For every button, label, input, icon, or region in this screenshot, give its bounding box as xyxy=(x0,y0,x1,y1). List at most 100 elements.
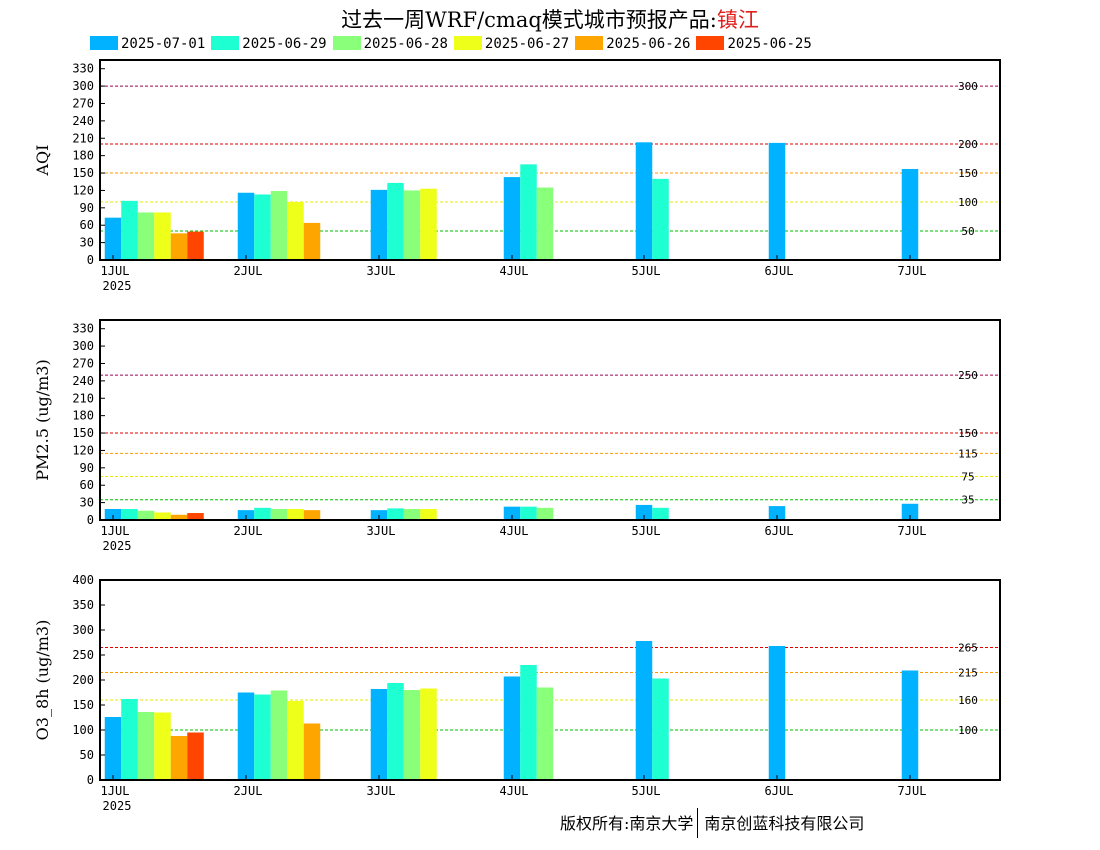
bar xyxy=(652,178,669,260)
x-tick-label: 6JUL xyxy=(765,784,794,798)
bar xyxy=(287,508,304,520)
y-tick-label: 150 xyxy=(72,698,94,712)
bar xyxy=(187,732,204,780)
y-tick-label: 270 xyxy=(72,96,94,110)
legend-item: 2025-06-27 xyxy=(453,36,570,52)
x-tick-label: 6JUL xyxy=(765,264,794,278)
legend-label: 2025-06-28 xyxy=(363,36,448,52)
bar xyxy=(104,717,122,780)
legend-label: 2025-06-25 xyxy=(727,36,812,52)
y-tick-label: 180 xyxy=(72,409,94,423)
bar xyxy=(768,506,786,520)
bar xyxy=(187,231,204,260)
x-tick-label: 5JUL xyxy=(632,524,661,538)
legend-item: 2025-07-01 xyxy=(90,36,205,52)
bar xyxy=(635,641,653,780)
bar xyxy=(768,646,786,780)
x-year-label: 2025 xyxy=(103,279,132,293)
bar xyxy=(901,503,919,520)
x-tick-label: 5JUL xyxy=(632,784,661,798)
x-tick-label: 5JUL xyxy=(632,264,661,278)
bar xyxy=(503,506,521,520)
footer-copyright: 版权所有:南京大学 南京创蓝科技有限公司 xyxy=(560,808,864,838)
y-tick-label: 300 xyxy=(72,79,94,93)
bar xyxy=(403,508,421,520)
y-tick-label: 60 xyxy=(80,478,94,492)
threshold-label: 200 xyxy=(958,138,978,151)
footer-separator xyxy=(697,808,699,838)
y-tick-label: 180 xyxy=(72,149,94,163)
y-tick-label: 0 xyxy=(87,773,94,787)
y-tick-label: 200 xyxy=(72,673,94,687)
x-tick-label: 7JUL xyxy=(898,264,927,278)
bar xyxy=(287,701,304,780)
bar xyxy=(503,177,521,260)
y-tick-label: 90 xyxy=(80,201,94,215)
legend: 2025-07-01 2025-06-29 2025-06-28 2025-06-27… xyxy=(90,36,818,54)
legend-label: 2025-06-26 xyxy=(606,36,691,52)
x-tick-label: 1JUL xyxy=(101,524,130,538)
y-axis-label: PM2.5 (ug/m3) xyxy=(33,359,52,480)
bar xyxy=(121,200,138,260)
bar xyxy=(237,192,255,260)
bar xyxy=(520,506,537,520)
legend-swatch xyxy=(211,36,240,50)
threshold-label: 75 xyxy=(961,471,974,484)
bar xyxy=(104,508,122,520)
bar xyxy=(137,712,155,780)
y-tick-label: 100 xyxy=(72,723,94,737)
legend-swatch xyxy=(332,36,361,50)
bar xyxy=(270,508,288,520)
x-tick-label: 1JUL xyxy=(101,264,130,278)
title-city: 镇江 xyxy=(716,8,759,32)
bar xyxy=(121,699,138,780)
bar xyxy=(170,736,188,780)
bar xyxy=(254,694,271,780)
bar xyxy=(254,194,271,260)
y-tick-label: 30 xyxy=(80,496,94,510)
y-tick-label: 150 xyxy=(72,426,94,440)
bar xyxy=(768,142,786,260)
y-tick-label: 120 xyxy=(72,443,94,457)
x-tick-label: 4JUL xyxy=(500,784,529,798)
x-tick-label: 4JUL xyxy=(500,264,529,278)
y-axis-label: O3_8h (ug/m3) xyxy=(33,620,52,741)
y-tick-label: 210 xyxy=(72,131,94,145)
bar xyxy=(237,692,255,780)
bar xyxy=(121,508,138,520)
y-axis-label: AQI xyxy=(33,145,52,177)
footer-left: 版权所有:南京大学 xyxy=(560,814,694,833)
bar xyxy=(170,514,188,520)
y-tick-label: 90 xyxy=(80,461,94,475)
y-tick-label: 300 xyxy=(72,339,94,353)
threshold-label: 35 xyxy=(961,494,974,507)
threshold-label: 150 xyxy=(958,167,978,180)
bar xyxy=(420,508,437,520)
y-tick-label: 150 xyxy=(72,166,94,180)
bar xyxy=(370,689,388,780)
bar xyxy=(303,510,321,520)
bar xyxy=(303,723,321,780)
x-tick-label: 3JUL xyxy=(367,524,396,538)
y-tick-label: 50 xyxy=(80,748,94,762)
bar xyxy=(652,678,669,780)
legend-item: 2025-06-25 xyxy=(696,36,812,52)
bar xyxy=(901,168,919,260)
threshold-label: 50 xyxy=(961,225,974,238)
threshold-label: 160 xyxy=(958,694,978,707)
threshold-label: 115 xyxy=(958,447,978,460)
y-tick-label: 60 xyxy=(80,218,94,232)
legend-label: 2025-06-27 xyxy=(484,36,570,52)
y-tick-label: 330 xyxy=(72,322,94,336)
bar xyxy=(652,507,669,520)
x-tick-label: 6JUL xyxy=(765,524,794,538)
x-tick-label: 2JUL xyxy=(234,524,263,538)
y-tick-label: 240 xyxy=(72,374,94,388)
x-tick-label: 1JUL xyxy=(101,784,130,798)
bar xyxy=(370,189,388,260)
bar xyxy=(154,512,171,520)
y-tick-label: 270 xyxy=(72,356,94,370)
x-tick-label: 2JUL xyxy=(234,784,263,798)
bar xyxy=(287,202,304,260)
bar xyxy=(387,508,404,520)
